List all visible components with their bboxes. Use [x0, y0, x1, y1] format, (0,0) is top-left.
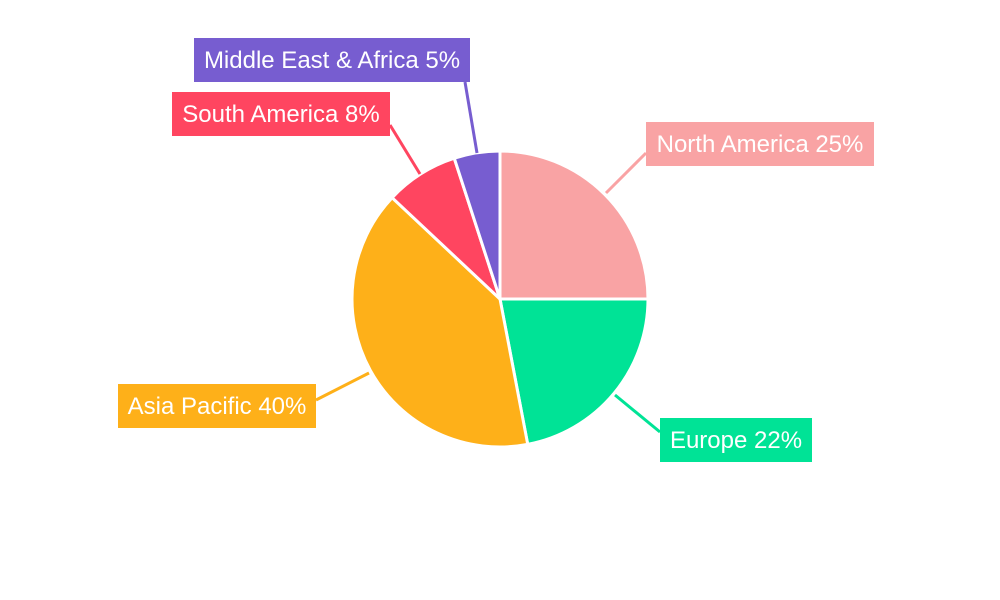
leader-line-europe: [614, 393, 661, 434]
data-label-text: Middle East & Africa 5%: [204, 47, 460, 74]
data-label-text: Europe 22%: [670, 427, 802, 454]
leader-line-middle-east-africa: [463, 81, 479, 154]
data-label-text: Asia Pacific 40%: [128, 393, 307, 420]
data-label-background: [646, 122, 874, 166]
data-label-text: North America 25%: [657, 131, 864, 158]
leader-line-asia-pacific: [315, 371, 370, 402]
data-label-north-america: North America 25%: [646, 122, 874, 166]
data-label-middle-east-africa: Middle East & Africa 5%: [194, 38, 470, 82]
data-label-background: [660, 418, 812, 462]
data-label-background: [118, 384, 316, 428]
data-label-text: South America 8%: [182, 101, 379, 128]
data-label-south-america: South America 8%: [172, 92, 390, 136]
pie-slice-asia-pacific[interactable]: [350, 196, 530, 449]
data-label-europe: Europe 22%: [660, 418, 812, 462]
pie-slice-europe[interactable]: [498, 297, 650, 446]
data-label-background: [194, 38, 470, 82]
leader-line-south-america: [388, 124, 422, 175]
pie-slice-north-america[interactable]: [498, 149, 650, 301]
data-label-background: [172, 92, 390, 136]
leader-line-north-america: [604, 151, 648, 195]
data-label-asia-pacific: Asia Pacific 40%: [118, 384, 316, 428]
